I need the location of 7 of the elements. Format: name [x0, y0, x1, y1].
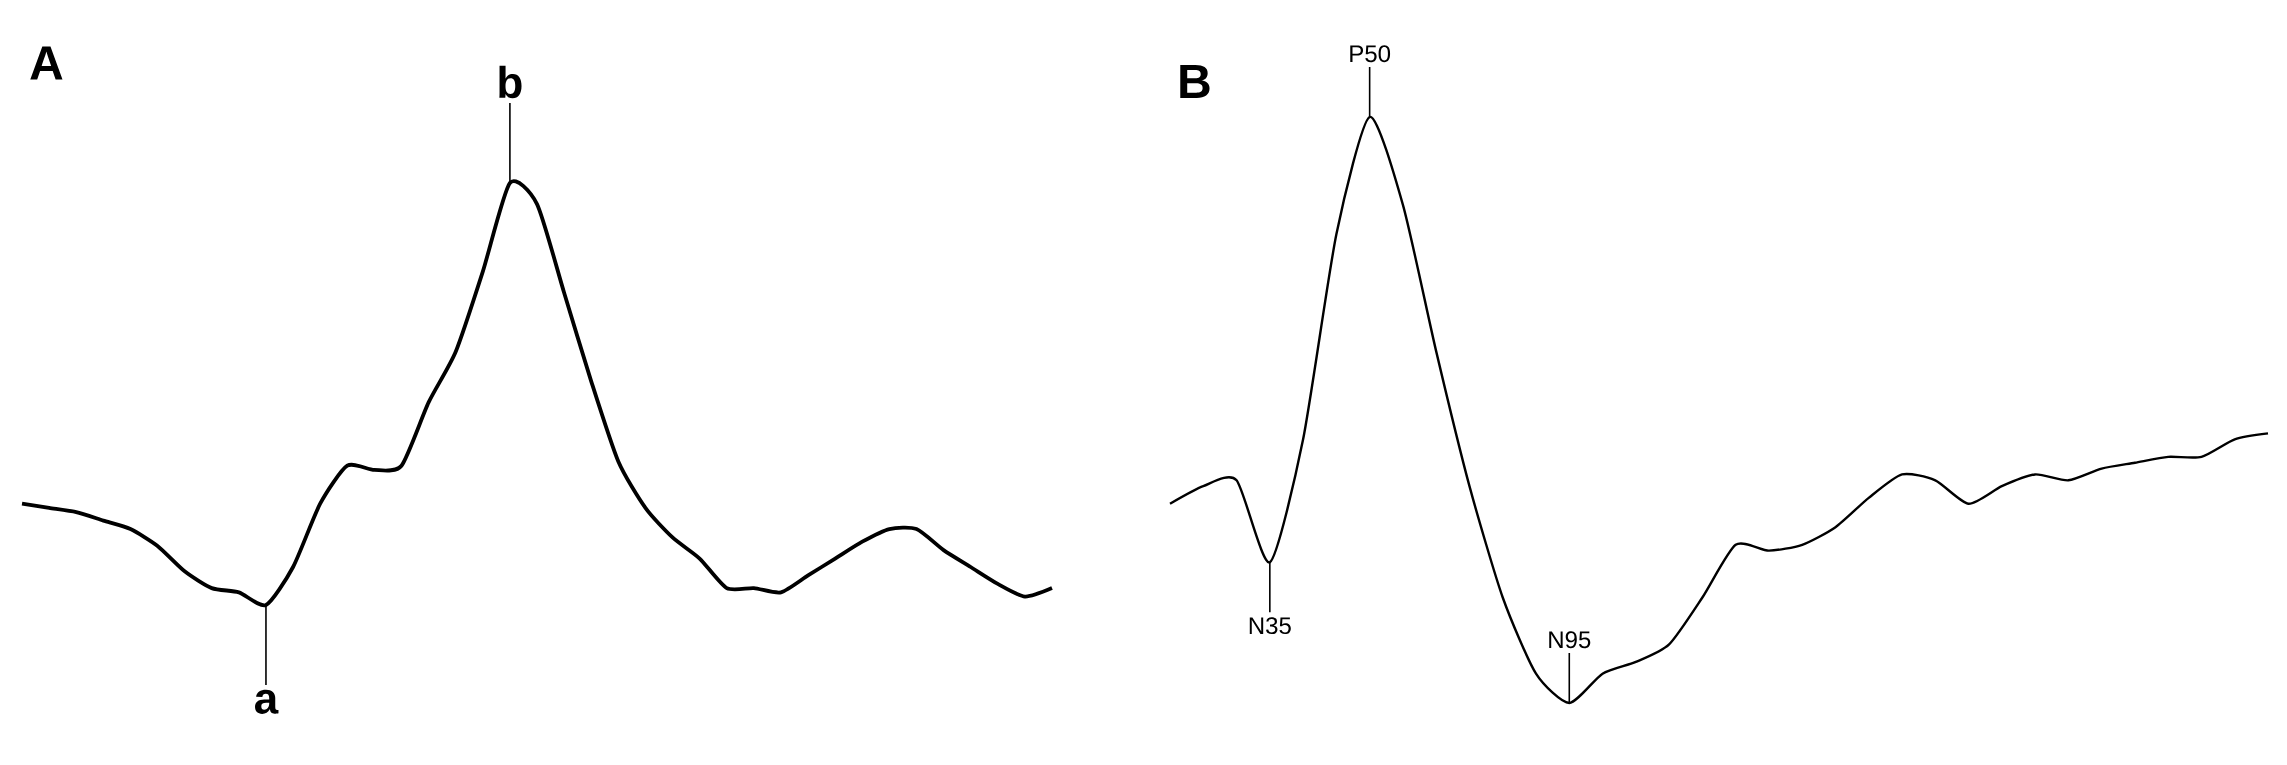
annotation: N35 [1249, 617, 1291, 635]
annotation: N95 [1549, 631, 1591, 649]
annotation: a [255, 689, 279, 714]
chart-title: B [1180, 64, 1210, 98]
chart-title: A [30, 46, 63, 80]
annotation: P50 [1350, 45, 1391, 63]
annotation: b [499, 65, 522, 99]
